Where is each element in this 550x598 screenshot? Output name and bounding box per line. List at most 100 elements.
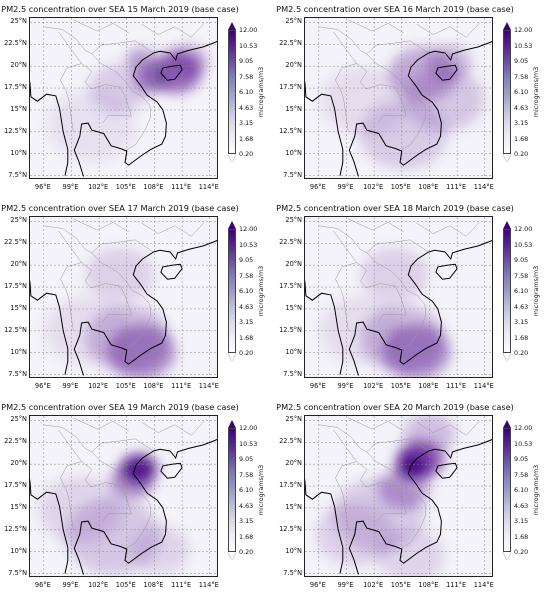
- colorbar-tick-label: 7.58: [239, 271, 254, 280]
- latitude-tick-label: 20°N: [285, 260, 302, 269]
- country-border: [141, 222, 205, 237]
- colorbar-tick-label: 12.00: [514, 225, 533, 233]
- longitude-tick-label: 102°E: [88, 382, 109, 390]
- country-border: [73, 417, 129, 432]
- latitude-tick-label: 20°N: [10, 61, 27, 70]
- concentration-map: [29, 17, 218, 179]
- colorbar-tick-label: 12.00: [239, 225, 258, 233]
- colorbar: [228, 428, 236, 552]
- country-border: [43, 424, 92, 453]
- latitude-tick-label: 7.5°N: [283, 369, 302, 378]
- coastline: [153, 240, 217, 261]
- colorbar-unit-label: micrograms/m3: [257, 464, 265, 516]
- longitude-tick-label: 99°E: [337, 183, 354, 191]
- coastline: [348, 52, 442, 177]
- latitude-tick-label: 7.5°N: [283, 170, 302, 179]
- colorbar-max-arrow: [228, 22, 236, 30]
- coastline: [73, 450, 167, 575]
- longitude-tick-label: 96°E: [309, 382, 326, 390]
- country-border: [91, 53, 152, 151]
- latitude-tick-label: 17.5°N: [279, 481, 302, 490]
- latitude-tick-label: 22.5°N: [4, 238, 27, 247]
- coastline: [428, 439, 492, 460]
- country-border: [333, 31, 358, 132]
- coastline: [153, 439, 217, 460]
- country-border: [318, 225, 367, 254]
- latitude-tick-label: 10°N: [285, 546, 302, 555]
- coastline: [428, 240, 492, 261]
- longitude-tick-label: 114°E: [198, 183, 219, 191]
- pm25-plume: [38, 476, 123, 544]
- pm25-plume: [427, 45, 472, 81]
- longitude-tick-label: 102°E: [363, 581, 384, 589]
- colorbar-tick-label: 3.15: [514, 318, 529, 326]
- map-panel: PM2.5 concentration over SEA 15 March 20…: [0, 0, 275, 199]
- colorbar-tick-label: 1.68: [239, 134, 254, 143]
- colorbar-tick-label: 1.68: [514, 532, 529, 541]
- pm25-plume: [126, 47, 155, 71]
- country-border: [81, 461, 132, 522]
- colorbar-tick-label: 12.00: [514, 424, 533, 432]
- longitude-tick-label: 108°E: [418, 581, 439, 589]
- country-border: [91, 252, 152, 350]
- colorbar-min-arrow: [503, 154, 511, 162]
- latitude-tick-label: 17.5°N: [279, 83, 302, 92]
- country-border: [416, 23, 480, 38]
- latitude-tick-label: 17.5°N: [4, 481, 27, 490]
- colorbar-min-arrow: [228, 154, 236, 162]
- colorbar-unit-label: micrograms/m3: [532, 464, 540, 516]
- country-border: [318, 424, 367, 453]
- longitude-tick-label: 96°E: [309, 183, 326, 191]
- map-panel: PM2.5 concentration over SEA 17 March 20…: [0, 199, 275, 398]
- pm25-plume: [377, 528, 446, 576]
- country-border: [73, 218, 129, 233]
- longitude-tick-label: 102°E: [88, 183, 109, 191]
- colorbar-unit-label: micrograms/m3: [532, 265, 540, 317]
- concentration-map: [304, 216, 493, 378]
- colorbar-unit-label: micrograms/m3: [532, 66, 540, 118]
- country-border: [333, 230, 358, 331]
- colorbar-tick-label: 12.00: [239, 424, 258, 432]
- colorbar-tick-label: 1.68: [239, 532, 254, 541]
- longitude-tick-label: 99°E: [62, 382, 79, 390]
- latitude-tick-label: 7.5°N: [8, 170, 27, 179]
- latitude-tick-label: 7.5°N: [8, 568, 27, 577]
- longitude-tick-label: 96°E: [34, 581, 51, 589]
- colorbar-tick-label: 9.05: [239, 256, 254, 264]
- coastline: [30, 279, 69, 375]
- latitude-tick-label: 20°N: [10, 459, 27, 468]
- coastline: [30, 478, 69, 574]
- country-border: [141, 23, 205, 38]
- country-border: [91, 239, 154, 254]
- colorbar-tick-label: 10.53: [239, 240, 258, 249]
- country-border: [356, 461, 407, 522]
- latitude-tick-label: 7.5°N: [283, 568, 302, 577]
- country-border: [91, 438, 154, 453]
- country-border: [356, 63, 407, 124]
- latitude-tick-label: 22.5°N: [4, 437, 27, 446]
- hainan-coastline: [435, 263, 458, 280]
- colorbar-min-arrow: [503, 353, 511, 361]
- longitude-tick-label: 102°E: [88, 581, 109, 589]
- longitude-tick-label: 105°E: [390, 183, 411, 191]
- latitude-tick-label: 25°N: [10, 216, 27, 225]
- colorbar-unit-label: micrograms/m3: [257, 265, 265, 317]
- colorbar-tick-label: 12.00: [514, 26, 533, 34]
- longitude-tick-label: 105°E: [115, 183, 136, 191]
- country-border: [318, 26, 367, 55]
- colorbar-min-arrow: [228, 552, 236, 560]
- coastline: [153, 41, 217, 62]
- colorbar-max-arrow: [228, 420, 236, 428]
- longitude-tick-label: 108°E: [143, 382, 164, 390]
- latitude-tick-label: 10°N: [10, 347, 27, 356]
- country-border: [58, 429, 83, 530]
- country-border: [58, 230, 83, 331]
- colorbar-tick-label: 3.15: [514, 119, 529, 127]
- country-border: [91, 451, 152, 549]
- latitude-tick-label: 25°N: [285, 415, 302, 424]
- country-border: [43, 225, 92, 254]
- longitude-tick-label: 114°E: [198, 581, 219, 589]
- latitude-tick-label: 10°N: [285, 347, 302, 356]
- panel-title: PM2.5 concentration over SEA 19 March 20…: [1, 402, 239, 412]
- colorbar: [503, 30, 511, 154]
